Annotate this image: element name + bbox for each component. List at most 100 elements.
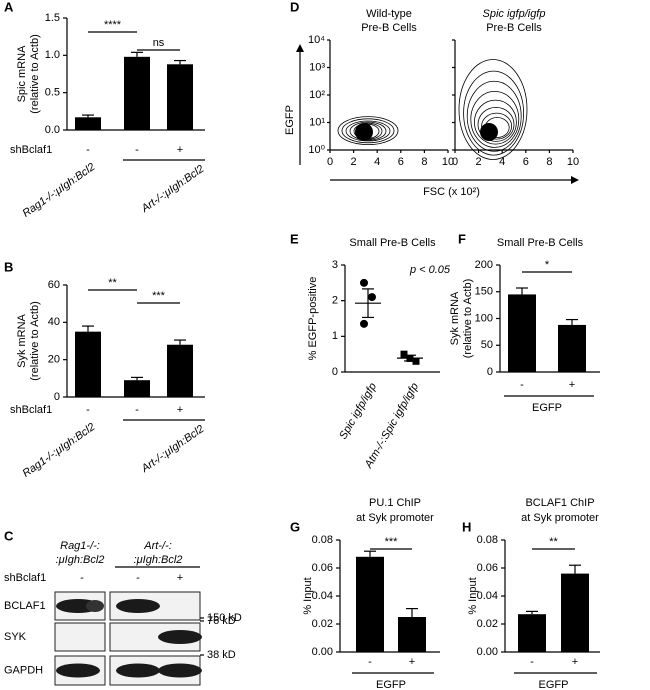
bar: [167, 344, 193, 397]
panel-letter: F: [458, 231, 466, 246]
data-point: [368, 293, 376, 302]
chart-title: Small Pre-B Cells: [349, 237, 436, 249]
y-axis-label: (relative to Actb): [462, 279, 474, 358]
lane-label: -: [80, 572, 84, 584]
x-tick-label: -: [135, 404, 139, 416]
panel-letter: A: [4, 0, 14, 14]
bar: [398, 617, 426, 652]
x-tick-label: -: [530, 656, 534, 668]
plot-title: Pre-B Cells: [361, 22, 417, 34]
data-point: [360, 278, 368, 287]
x-tick-label: -: [368, 656, 372, 668]
bar: [508, 294, 536, 372]
contour-line: [466, 80, 522, 152]
x-tick-label: +: [572, 656, 578, 668]
x-tick-label: 10: [567, 156, 579, 168]
x-tick-label: 6: [523, 156, 529, 168]
contour-line: [477, 106, 515, 142]
significance-label: ***: [385, 536, 399, 548]
x-axis-label: FSC (x 10²): [423, 186, 480, 198]
y-axis-label: Syk mRNA: [16, 313, 28, 367]
lane-label: +: [177, 572, 183, 584]
blot-band: [158, 663, 202, 678]
panel-letter: D: [290, 0, 299, 14]
blot-band: [116, 599, 160, 613]
panel-letter: B: [4, 259, 13, 274]
x-tick-label: -: [520, 379, 524, 391]
chart-title: BCLAF1 ChIP: [525, 497, 594, 509]
x-tick-label: 6: [398, 156, 404, 168]
bar: [558, 324, 586, 372]
bar: [561, 573, 589, 652]
group-label: Rag1-/-:μIgh:Bcl2: [20, 421, 97, 480]
contour-line: [458, 59, 528, 160]
bar: [167, 64, 193, 130]
group-label: :μIgh:Bcl2: [56, 554, 105, 566]
significance-label: ****: [104, 19, 122, 31]
y-tick-label: 0: [332, 366, 338, 378]
x-tick-label: 0: [452, 156, 458, 168]
y-tick-label: 10²: [309, 89, 325, 101]
contour-line: [473, 99, 517, 145]
plot-title: Wild-type: [366, 8, 412, 20]
protein-label: BCLAF1: [4, 600, 46, 612]
protein-label: GAPDH: [4, 664, 43, 676]
chart-title: at Syk promoter: [521, 512, 599, 524]
y-tick-label: 0.02: [477, 618, 498, 630]
marker-label: 38 kD: [207, 649, 236, 661]
x-axis-label: EGFP: [539, 679, 569, 690]
chart-title: PU.1 ChIP: [369, 497, 421, 509]
marker-label: 76 kD: [207, 615, 236, 627]
x-tick-label: +: [569, 379, 575, 391]
x-tick-label: 4: [499, 156, 505, 168]
y-tick-label: 0.06: [477, 562, 498, 574]
protein-label: SYK: [4, 631, 27, 643]
panel-letter: C: [4, 528, 14, 543]
y-tick-label: 200: [475, 259, 493, 271]
y-tick-label: 1: [332, 330, 338, 342]
row-label: shBclaf1: [4, 572, 46, 584]
y-axis-label: (relative to Actb): [29, 301, 41, 380]
y-tick-label: 1.5: [45, 12, 60, 24]
x-tick-label: +: [409, 656, 415, 668]
y-tick-label: 1.0: [45, 49, 60, 61]
chart-title: Small Pre-B Cells: [497, 237, 584, 249]
contour-line: [470, 91, 520, 148]
y-tick-label: 0: [54, 391, 60, 403]
arrow-head: [571, 176, 579, 184]
y-axis-label: (relative to Actb): [29, 34, 41, 113]
x-tick-label: -: [135, 144, 139, 156]
x-tick-label: 4: [374, 156, 380, 168]
y-axis-label: % Input: [302, 577, 314, 614]
contour-line: [463, 70, 525, 156]
contour-line: [345, 120, 391, 142]
x-tick-label: 2: [351, 156, 357, 168]
group-label: Art-/-:μIgh:Bcl2: [139, 423, 207, 475]
y-tick-label: 20: [48, 354, 60, 366]
group-label: Art-/-:: [143, 540, 172, 552]
plot-title: Pre-B Cells: [486, 22, 542, 34]
y-tick-label: 0.08: [477, 534, 498, 546]
panel-letter: H: [462, 519, 471, 534]
y-tick-label: 10³: [309, 61, 325, 73]
group-label: :μIgh:Bcl2: [134, 554, 183, 566]
y-tick-label: 10⁰: [308, 144, 325, 156]
y-tick-label: 0.00: [477, 646, 498, 658]
y-tick-label: 0.04: [312, 590, 333, 602]
annotation: p < 0.05: [409, 264, 451, 276]
data-point: [400, 350, 408, 358]
lane-label: -: [136, 572, 140, 584]
panel-letter: E: [290, 231, 299, 246]
significance-label: **: [108, 277, 117, 289]
data-point: [360, 319, 368, 328]
y-tick-label: 10⁴: [308, 34, 325, 46]
y-tick-label: 0.08: [312, 534, 333, 546]
x-axis-label: EGFP: [376, 679, 406, 690]
y-axis-label: EGFP: [284, 105, 296, 135]
y-tick-label: 150: [475, 286, 493, 298]
y-axis-label: Spic mRNA: [16, 45, 28, 103]
group-label: Rag1-/-:: [60, 540, 100, 552]
blot-box: [54, 622, 106, 652]
chart-title: at Syk promoter: [356, 512, 434, 524]
